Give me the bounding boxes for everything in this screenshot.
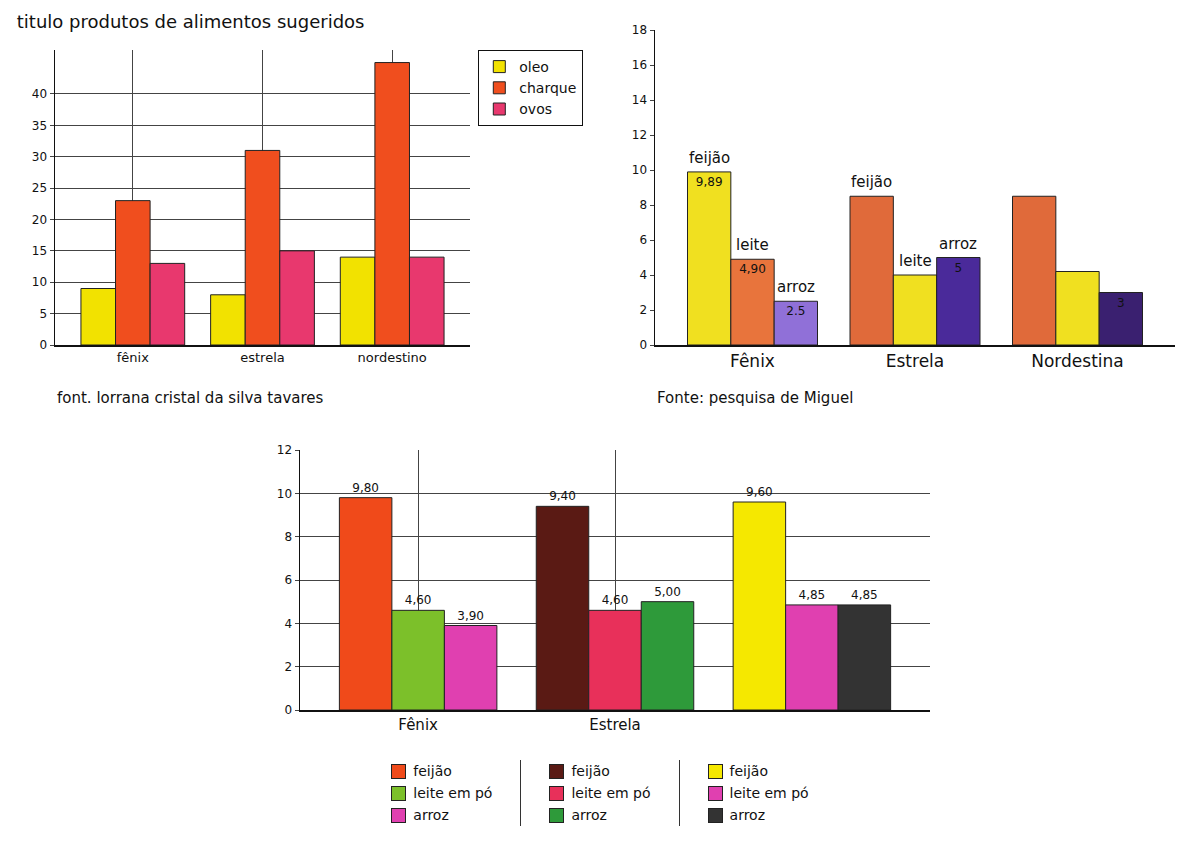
- svg-text:20: 20: [32, 213, 47, 227]
- svg-text:oleo: oleo: [519, 59, 549, 75]
- svg-text:8: 8: [639, 198, 647, 212]
- svg-text:10: 10: [277, 487, 292, 501]
- svg-text:4: 4: [284, 617, 292, 631]
- svg-text:4,60: 4,60: [405, 593, 432, 607]
- html-text:arroz: arroz: [413, 807, 449, 823]
- svg-text:2.5: 2.5: [786, 304, 805, 318]
- svg-text:Estrela: Estrela: [886, 351, 944, 371]
- svg-text:10: 10: [32, 275, 47, 289]
- svg-text:6: 6: [639, 233, 647, 247]
- svg-text:4,90: 4,90: [739, 262, 766, 276]
- svg-text:Estrela: Estrela: [589, 716, 641, 734]
- svg-text:9,60: 9,60: [746, 485, 773, 499]
- svg-text:nordestino: nordestino: [358, 350, 427, 365]
- svg-text:5,00: 5,00: [654, 585, 681, 599]
- svg-text:arroz: arroz: [939, 235, 977, 253]
- svg-text:Fonte: pesquisa de Miguel: Fonte: pesquisa de Miguel: [657, 389, 853, 407]
- svg-text:3: 3: [1117, 296, 1125, 310]
- svg-text:9,89: 9,89: [696, 175, 723, 189]
- svg-text:feijão: feijão: [851, 173, 892, 191]
- svg-text:2: 2: [284, 660, 292, 674]
- svg-text:2: 2: [639, 303, 647, 317]
- svg-text:9,40: 9,40: [549, 489, 576, 503]
- svg-text:25: 25: [32, 181, 47, 195]
- svg-text:Fênix: Fênix: [398, 716, 438, 734]
- svg-text:font. lorrana cristal da silva: font. lorrana cristal da silva tavares: [57, 389, 324, 407]
- html-text:arroz: arroz: [571, 807, 607, 823]
- svg-text:0: 0: [39, 338, 47, 352]
- svg-text:9,80: 9,80: [352, 481, 379, 495]
- svg-text:14: 14: [632, 93, 647, 107]
- svg-text:Fênix: Fênix: [730, 351, 775, 371]
- svg-text:15: 15: [32, 244, 47, 258]
- html-text:feijão: feijão: [413, 763, 452, 779]
- svg-text:0: 0: [284, 703, 292, 717]
- svg-text:8: 8: [284, 530, 292, 544]
- svg-text:10: 10: [632, 163, 647, 177]
- svg-text:4,85: 4,85: [851, 588, 878, 602]
- svg-text:12: 12: [277, 443, 292, 457]
- svg-text:30: 30: [32, 150, 47, 164]
- svg-text:5: 5: [955, 261, 963, 275]
- svg-text:6: 6: [284, 573, 292, 587]
- svg-text:estrela: estrela: [240, 350, 285, 365]
- svg-text:4,60: 4,60: [602, 593, 629, 607]
- svg-text:5: 5: [39, 307, 47, 321]
- svg-text:feijão: feijão: [689, 149, 730, 167]
- svg-text:fênix: fênix: [117, 350, 149, 365]
- html-text:leite em pó: leite em pó: [571, 785, 651, 801]
- svg-text:40: 40: [32, 87, 47, 101]
- svg-text:18: 18: [632, 23, 647, 37]
- svg-text:0: 0: [639, 338, 647, 352]
- html-text:feijão: feijão: [571, 763, 610, 779]
- svg-text:titulo produtos de alimentos s: titulo produtos de alimentos sugeridos: [17, 11, 365, 32]
- svg-text:4: 4: [639, 268, 647, 282]
- html-text:leite em pó: leite em pó: [729, 785, 809, 801]
- svg-text:leite: leite: [899, 252, 932, 270]
- html-text:leite em pó: leite em pó: [413, 785, 493, 801]
- html-text:feijão: feijão: [729, 763, 768, 779]
- svg-text:4,85: 4,85: [799, 588, 826, 602]
- svg-text:Nordestina: Nordestina: [1031, 351, 1124, 371]
- svg-text:12: 12: [632, 128, 647, 142]
- svg-text:35: 35: [32, 119, 47, 133]
- html-text:arroz: arroz: [729, 807, 765, 823]
- svg-text:arroz: arroz: [777, 278, 815, 296]
- svg-text:leite: leite: [736, 236, 769, 254]
- svg-text:ovos: ovos: [519, 101, 552, 117]
- svg-text:16: 16: [632, 58, 647, 72]
- svg-text:charque: charque: [519, 80, 576, 96]
- svg-text:3,90: 3,90: [457, 609, 484, 623]
